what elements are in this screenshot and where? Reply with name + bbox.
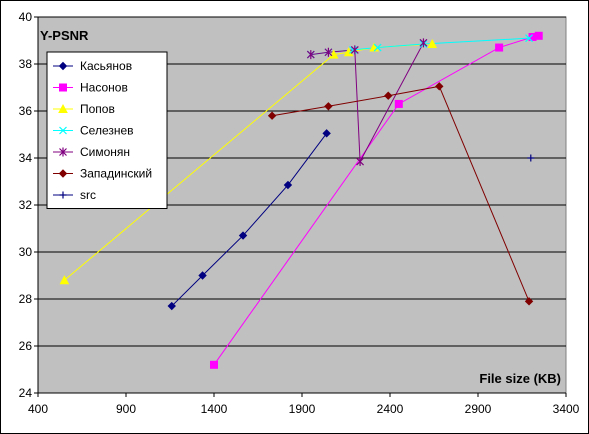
data-point — [306, 50, 315, 60]
x-axis-label: File size (KB) — [479, 371, 561, 386]
data-point — [534, 31, 543, 40]
legend-swatch-marker — [59, 83, 67, 92]
legend-label: Касьянов — [80, 59, 132, 73]
data-point — [238, 231, 248, 240]
legend: Касьянов Насонов Попов Селезнев Симонян Запад… — [46, 51, 168, 209]
y-tick-label: 36 — [19, 104, 33, 118]
data-point — [267, 111, 277, 120]
legend-label: src — [80, 188, 96, 202]
legend-label: Попов — [80, 102, 115, 116]
y-tick-label: 34 — [19, 151, 33, 165]
data-point — [350, 45, 359, 55]
legend-swatch-marker — [59, 191, 67, 199]
y-tick-labels: 24 26 28 30 32 34 36 38 40 — [19, 10, 33, 400]
data-point — [59, 275, 70, 285]
data-point — [210, 360, 218, 369]
data-point — [525, 34, 533, 43]
x-tick-labels: 400 900 1400 1900 2400 2900 3400 — [28, 402, 580, 416]
x-tick-label: 2900 — [465, 402, 492, 416]
legend-swatch-marker — [59, 126, 67, 135]
data-point — [324, 102, 333, 111]
data-point — [328, 49, 339, 59]
legend-label: Западинский — [80, 167, 152, 181]
data-point — [167, 301, 176, 311]
legend-label: Селезнев — [80, 124, 134, 138]
legend-swatch-marker — [59, 147, 67, 157]
y-tick-label: 28 — [19, 292, 33, 306]
x-tick-label: 3400 — [553, 402, 580, 416]
x-tick-label: 900 — [116, 402, 136, 416]
data-point — [384, 91, 393, 100]
legend-label: Симонян — [80, 145, 130, 159]
y-tick-label: 30 — [19, 245, 33, 259]
legend-swatch-marker — [58, 61, 68, 71]
legend-label: Насонов — [80, 81, 128, 95]
data-point — [283, 180, 293, 190]
series-markers — [59, 31, 543, 369]
axes — [37, 17, 566, 394]
data-point — [435, 82, 444, 91]
x-tick-label: 400 — [28, 402, 48, 416]
data-point — [495, 43, 504, 52]
data-point — [322, 129, 331, 138]
data-point — [324, 47, 333, 57]
x-tick-label: 1900 — [289, 402, 316, 416]
y-tick-label: 26 — [19, 339, 33, 353]
legend-swatch-marker — [58, 169, 68, 178]
y-tick-label: 24 — [19, 386, 33, 400]
x-tick-label: 1400 — [201, 402, 228, 416]
data-point — [356, 157, 365, 167]
x-tick-label: 2400 — [377, 402, 404, 416]
data-point — [394, 99, 403, 108]
data-point — [524, 297, 534, 306]
data-point — [427, 38, 438, 49]
data-point — [419, 38, 428, 48]
data-point — [527, 154, 535, 162]
y-tick-label: 40 — [19, 10, 33, 24]
data-point — [198, 271, 207, 280]
y-tick-label: 32 — [19, 198, 33, 212]
y-tick-label: 38 — [19, 57, 33, 71]
data-point — [373, 43, 382, 52]
legend-swatch-marker — [58, 103, 68, 113]
chart-title: Y-PSNR — [40, 28, 89, 43]
